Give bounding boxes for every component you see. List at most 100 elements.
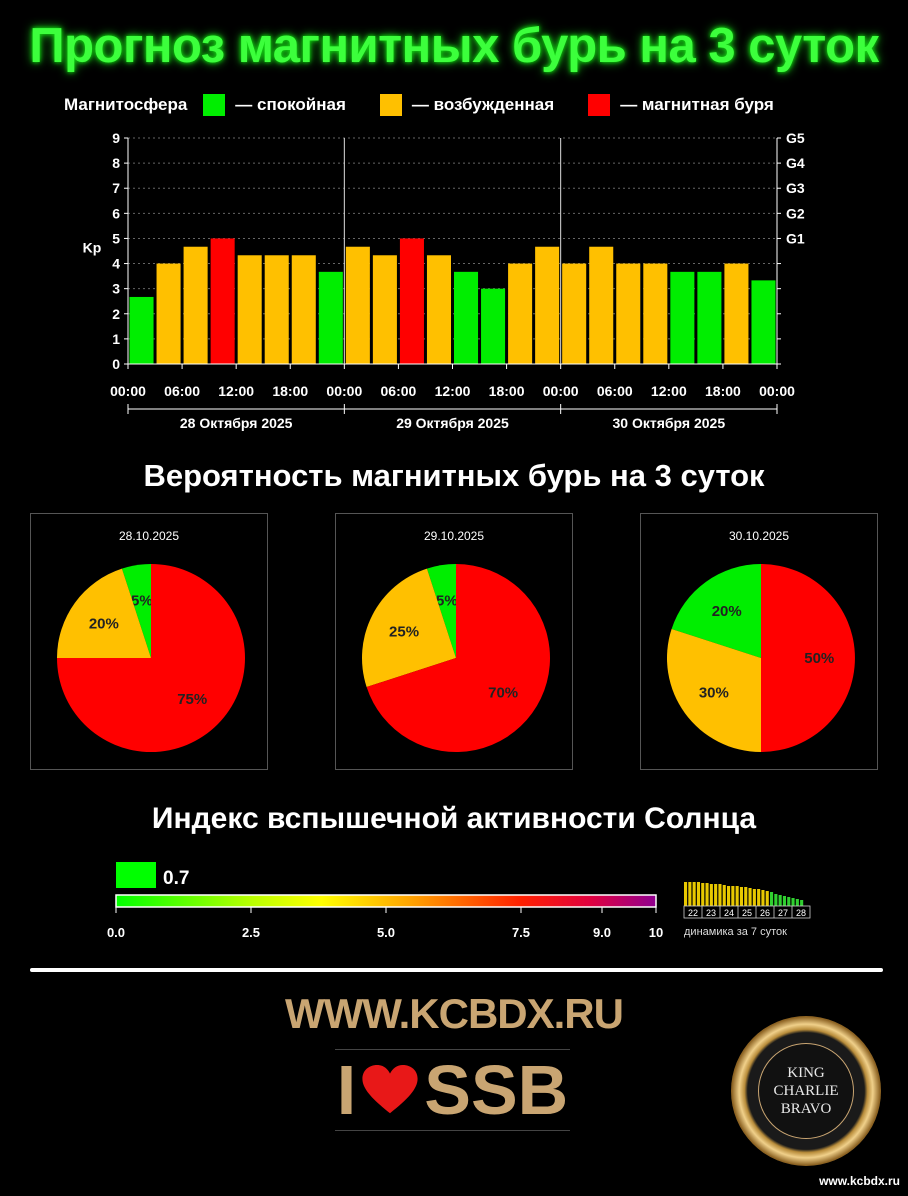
site-logo-text: WWW.KCBDX.RU	[285, 990, 624, 1037]
pie-slice	[366, 564, 550, 752]
dynamics-bar	[765, 891, 769, 906]
dynamics-bar	[770, 892, 774, 906]
kp-bar	[345, 246, 370, 364]
pie-slice-label: 20%	[89, 616, 119, 633]
day-label: 30 Октября 2025	[613, 415, 726, 431]
x-tick-label: 06:00	[164, 383, 200, 399]
x-tick-label: 18:00	[272, 383, 308, 399]
dynamics-bar	[705, 883, 709, 906]
dynamics-bar	[692, 882, 696, 906]
pie-date-1: 28.10.2025	[118, 529, 180, 543]
dynamics-day-label: 28	[796, 908, 806, 918]
dynamics-bar	[778, 895, 782, 906]
legend-label: Магнитосфера	[64, 95, 188, 114]
kcb-badge: KING CHARLIE BRAVO	[731, 1016, 881, 1166]
g-scale-label: G3	[786, 180, 805, 196]
pie-chart-3: 20% 30% 50%	[667, 564, 855, 752]
dynamics-day-label: 26	[760, 908, 770, 918]
flare-tick-label: 7.5	[512, 925, 530, 940]
legend-swatch-storm	[588, 94, 611, 116]
kp-bar	[264, 255, 289, 364]
flare-value-indicator	[116, 862, 156, 888]
heart-icon	[362, 1065, 418, 1114]
pie-slice	[57, 564, 245, 752]
y-tick-label: 3	[112, 281, 120, 297]
divider	[30, 968, 883, 972]
legend-item-excited: — возбужденная	[411, 95, 555, 114]
pie-slice	[667, 628, 761, 752]
dynamics-label: динамика за 7 суток	[684, 926, 787, 938]
kp-bar	[237, 255, 262, 364]
kp-bar	[670, 271, 695, 364]
kp-bar	[454, 271, 479, 364]
kp-bar	[183, 246, 208, 364]
ssb-i: I	[336, 1051, 357, 1129]
kp-bar	[426, 255, 451, 364]
pie-slice-label: 5%	[131, 592, 153, 609]
pie-slice-label: 50%	[804, 650, 834, 667]
pie-slice	[121, 564, 151, 658]
dynamics-bar	[800, 900, 804, 906]
flare-tick-label: 9.0	[593, 925, 611, 940]
x-tick-label: 00:00	[326, 383, 362, 399]
x-tick-label: 06:00	[381, 383, 417, 399]
i-love-ssb-logo: I SSB	[335, 1049, 570, 1131]
pie-panel-1: 28.10.2025 5% 20% 75%	[30, 513, 268, 770]
flare-scale: 0.7 0.0 2.5 5.0 7.5 9.0 10	[107, 862, 663, 940]
dynamics-bar	[735, 886, 739, 906]
dynamics-bar	[722, 885, 726, 906]
kp-bar-chart: 0 1 2 3 4 5 6 7 8 9 G1 G2 G3 G4 G5 Kp 00:00 06:00 12:00 18:…	[83, 130, 805, 431]
dynamics-bar	[731, 886, 735, 906]
dynamics-bar	[752, 889, 756, 906]
dynamics-day-label: 22	[688, 908, 698, 918]
kp-bar	[616, 263, 641, 364]
legend-swatch-excited	[379, 94, 402, 116]
dynamics-days-strip	[683, 905, 811, 919]
dynamics-day-label: 23	[706, 908, 716, 918]
pie-slice-label: 30%	[699, 684, 729, 701]
pie-slice-label: 25%	[389, 624, 419, 641]
dynamics-bar	[739, 887, 743, 906]
pie-slice	[671, 564, 761, 658]
day-label: 28 Октября 2025	[180, 415, 293, 431]
kp-bar	[589, 246, 614, 364]
dynamics-bar	[791, 898, 795, 906]
kp-bar	[318, 271, 343, 364]
site-url-small: www.kcbdx.ru	[819, 1174, 900, 1188]
legend-item-storm: — магнитная буря	[620, 95, 774, 114]
badge-line-3: BRAVO	[780, 1101, 832, 1117]
dynamics-bar	[782, 896, 786, 906]
kp-bar	[697, 271, 722, 364]
page-title: Прогноз магнитных бурь на 3 суток	[29, 19, 879, 73]
dynamics-bar	[774, 894, 778, 906]
badge-line-2: CHARLIE	[773, 1083, 839, 1099]
pie-panel-2: 29.10.2025 5% 25% 70%	[335, 513, 573, 770]
x-tick-label: 00:00	[543, 383, 579, 399]
day-label: 29 Октября 2025	[396, 415, 509, 431]
pie-slice-label: 70%	[488, 684, 518, 701]
x-tick-label: 18:00	[489, 383, 525, 399]
y-axis-label: Kp	[83, 239, 102, 255]
x-tick-label: 00:00	[759, 383, 795, 399]
dynamics-bar	[709, 884, 713, 906]
dynamics-bar	[688, 882, 692, 906]
dynamics-bar	[748, 888, 752, 906]
ssb-text: SSB	[424, 1051, 569, 1129]
flare-tick-label: 2.5	[242, 925, 260, 940]
y-tick-label: 0	[112, 356, 120, 372]
flare-gradient-bar	[115, 894, 657, 908]
y-tick-label: 6	[112, 205, 120, 221]
y-tick-label: 8	[112, 155, 120, 171]
flare-tick-label: 10	[649, 925, 663, 940]
legend: Магнитосфера — спокойная — возбужденная …	[64, 93, 808, 117]
badge-line-1: KING	[787, 1065, 825, 1081]
pie-slice	[57, 568, 151, 658]
x-tick-label: 18:00	[705, 383, 741, 399]
pie-chart-2: 5% 25% 70%	[362, 564, 550, 752]
flare-value: 0.7	[163, 868, 189, 889]
dynamics-bar	[714, 884, 718, 906]
kp-bar	[751, 280, 776, 364]
x-tick-label: 12:00	[435, 383, 471, 399]
y-tick-label: 9	[112, 130, 120, 146]
g-scale-label: G5	[786, 130, 805, 146]
